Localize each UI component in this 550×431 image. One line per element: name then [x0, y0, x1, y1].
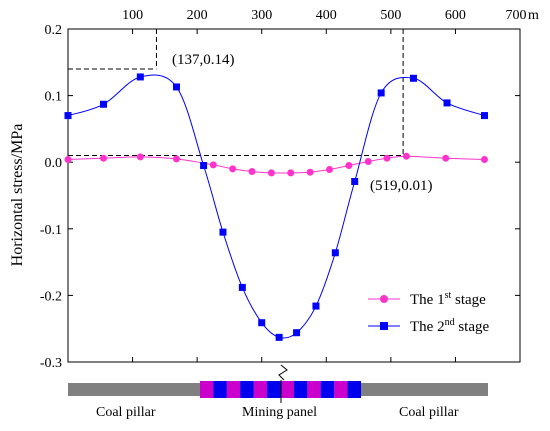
- y-tick-label: -0.3: [40, 356, 62, 371]
- data-point-stage-2: [64, 112, 72, 120]
- data-point-stage-2: [351, 178, 359, 186]
- series-line-stage-1: [67, 155, 485, 174]
- y-tick-label: 0.1: [45, 90, 63, 105]
- data-point-stage-1: [229, 165, 237, 173]
- data-point-stage-1: [364, 158, 372, 166]
- x-tick-label: 200: [187, 8, 208, 23]
- data-point-stage-2: [293, 329, 301, 337]
- legend-label-stage-2: The 2nd stage: [410, 317, 489, 335]
- data-point-stage-2: [258, 319, 266, 327]
- y-axis-ticks: 0.2 0.1 0.0 -0.1 -0.2 -0.3: [40, 23, 520, 371]
- y-tick-label: -0.2: [40, 289, 62, 304]
- data-point-stage-2: [136, 73, 144, 81]
- strip-label-right-pillar: Coal pillar: [399, 405, 459, 420]
- legend-label-stage-1: The 1st stage: [410, 290, 486, 308]
- y-tick-label: 0.0: [45, 156, 63, 171]
- panel-block: [240, 381, 254, 398]
- data-point-stage-1: [64, 156, 72, 164]
- mining-strip-diagram: Coal pillar Mining panel Coal pillar: [68, 364, 488, 420]
- data-point-stage-1: [248, 168, 256, 176]
- strip-label-mining-panel: Mining panel: [242, 405, 317, 420]
- data-point-stage-1: [402, 152, 410, 160]
- reference-lines: [68, 29, 404, 157]
- panel-block: [267, 381, 281, 398]
- y-tick-label: -0.1: [40, 223, 62, 238]
- legend: The 1st stage The 2nd stage: [368, 290, 489, 335]
- data-point-stage-1: [209, 161, 217, 169]
- data-point-stage-1: [306, 168, 314, 176]
- data-point-stage-2: [219, 228, 227, 236]
- annotation-peak-left: (137,0.14): [172, 52, 235, 68]
- data-point-stage-1: [267, 169, 275, 177]
- data-point-stage-1: [480, 156, 488, 164]
- data-point-stage-1: [100, 154, 108, 162]
- data-point-stage-1: [136, 153, 144, 161]
- panel-block: [200, 381, 214, 398]
- legend-marker-stage-2: [380, 322, 388, 330]
- series-layer: [64, 73, 488, 341]
- data-point-stage-2: [331, 249, 339, 257]
- panel-block: [320, 381, 335, 398]
- strip-label-left-pillar: Coal pillar: [96, 405, 156, 420]
- data-point-stage-2: [172, 83, 180, 91]
- data-point-stage-1: [172, 155, 180, 163]
- data-point-stage-1: [345, 162, 353, 170]
- data-point-stage-2: [200, 162, 208, 170]
- panel-block: [293, 381, 308, 398]
- data-point-stage-2: [480, 112, 488, 120]
- data-point-stage-1: [287, 169, 295, 177]
- x-tick-label: 500: [380, 8, 401, 23]
- data-point-stage-2: [238, 283, 246, 291]
- data-point-stage-2: [377, 89, 385, 97]
- strip-break-mark: [278, 364, 288, 381]
- x-axis-ticks: 100 200 300 400 500 600 700: [122, 8, 527, 362]
- panel-block: [280, 381, 294, 398]
- panel-block: [307, 381, 321, 398]
- data-point-stage-2: [312, 302, 320, 310]
- panel-block: [334, 381, 348, 398]
- data-point-stage-1: [326, 166, 334, 174]
- legend-marker-stage-1: [380, 295, 388, 303]
- annotation-peak-right: (519,0.01): [370, 178, 433, 194]
- panel-block: [253, 381, 268, 398]
- x-tick-label: 400: [316, 8, 337, 23]
- y-axis-title: Horizontal stress/MPa: [9, 124, 26, 267]
- y-tick-label: 0.2: [45, 23, 63, 38]
- x-tick-label: 300: [251, 8, 272, 23]
- plot-frame: [67, 28, 521, 363]
- x-tick-label: 600: [445, 8, 466, 23]
- data-point-stage-2: [409, 74, 417, 82]
- x-tick-label: 100: [122, 8, 143, 23]
- data-point-stage-2: [100, 100, 108, 108]
- data-point-stage-2: [443, 99, 451, 107]
- mining-panel-blocks: [200, 381, 361, 398]
- panel-block: [213, 381, 227, 398]
- panel-block: [347, 381, 361, 398]
- data-point-stage-1: [442, 154, 450, 162]
- x-tick-label: 700: [506, 8, 527, 23]
- x-axis-unit: m: [528, 8, 539, 23]
- data-point-stage-1: [383, 154, 391, 162]
- data-point-stage-2: [275, 333, 283, 341]
- panel-block: [226, 381, 241, 398]
